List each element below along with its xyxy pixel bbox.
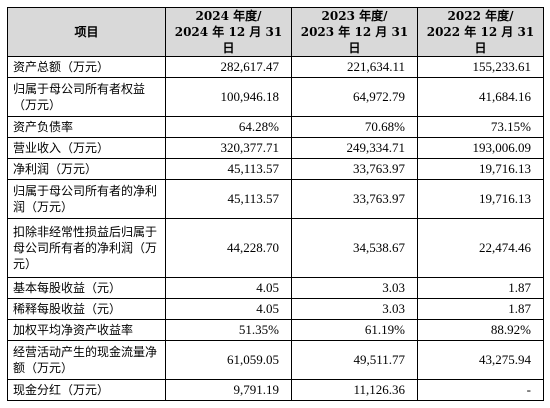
value-2022: 1.87 xyxy=(417,277,544,299)
value-2022: 19,716.13 xyxy=(417,179,544,219)
table-row: 资产总额（万元） 282,617.47 221,634.11 155,233.6… xyxy=(7,56,544,78)
value-2022: 19,716.13 xyxy=(417,158,544,180)
value-2023: 249,334.71 xyxy=(291,137,418,159)
row-label: 经营活动产生的现金流量净额（万元） xyxy=(7,340,166,380)
table-row: 基本每股收益（元） 4.05 3.03 1.87 xyxy=(7,277,544,299)
header-2023-line1: 2023 年度/ xyxy=(321,9,388,23)
row-label: 净利润（万元） xyxy=(7,158,166,180)
financial-data-table: 项目 2024 年度/ 2024 年 12 月 31 日 2023 年度/ 20… xyxy=(7,7,544,401)
row-label: 基本每股收益（元） xyxy=(7,277,166,299)
value-2024: 4.05 xyxy=(165,298,292,320)
row-label: 营业收入（万元） xyxy=(7,137,166,159)
row-label: 加权平均净资产收益率 xyxy=(7,319,166,341)
header-2024-line2: 2024 年 12 月 31 日 xyxy=(174,25,283,55)
value-2024: 9,791.19 xyxy=(165,379,292,401)
row-label: 资产负债率 xyxy=(7,116,166,138)
value-2023: 64,972.79 xyxy=(291,77,418,117)
table-row: 归属于母公司所有者权益（万元） 100,946.18 64,972.79 41,… xyxy=(7,77,544,117)
table-row: 加权平均净资产收益率 51.35% 61.19% 88.92% xyxy=(7,319,544,341)
value-2024: 44,228.70 xyxy=(165,218,292,278)
row-label: 资产总额（万元） xyxy=(7,56,166,78)
value-2024: 4.05 xyxy=(165,277,292,299)
value-2023: 70.68% xyxy=(291,116,418,138)
table-row: 净利润（万元） 45,113.57 33,763.97 19,716.13 xyxy=(7,158,544,180)
table-row: 营业收入（万元） 320,377.71 249,334.71 193,006.0… xyxy=(7,137,544,159)
value-2024: 282,617.47 xyxy=(165,56,292,78)
header-2022-line1: 2022 年度/ xyxy=(447,9,514,23)
table-row: 经营活动产生的现金流量净额（万元） 61,059.05 49,511.77 43… xyxy=(7,340,544,380)
value-2023: 3.03 xyxy=(291,277,418,299)
row-label: 扣除非经常性损益后归属于母公司所有者的净利润（万元） xyxy=(7,218,166,278)
row-label: 现金分红（万元） xyxy=(7,379,166,401)
value-2024: 61,059.05 xyxy=(165,340,292,380)
value-2023: 3.03 xyxy=(291,298,418,320)
header-item: 项目 xyxy=(7,7,166,57)
value-2022: - xyxy=(417,379,544,401)
value-2023: 221,634.11 xyxy=(291,56,418,78)
value-2023: 11,126.36 xyxy=(291,379,418,401)
table-row: 资产负债率 64.28% 70.68% 73.15% xyxy=(7,116,544,138)
header-2022: 2022 年度/ 2022 年 12 月 31 日 xyxy=(417,7,544,57)
value-2024: 45,113.57 xyxy=(165,179,292,219)
table-row: 归属于母公司所有者的净利润（万元） 45,113.57 33,763.97 19… xyxy=(7,179,544,219)
value-2022: 155,233.61 xyxy=(417,56,544,78)
value-2023: 34,538.67 xyxy=(291,218,418,278)
value-2022: 73.15% xyxy=(417,116,544,138)
value-2022: 88.92% xyxy=(417,319,544,341)
table-row: 稀释每股收益（元） 4.05 3.03 1.87 xyxy=(7,298,544,320)
value-2022: 43,275.94 xyxy=(417,340,544,380)
table-row: 现金分红（万元） 9,791.19 11,126.36 - xyxy=(7,379,544,401)
value-2024: 45,113.57 xyxy=(165,158,292,180)
header-2023: 2023 年度/ 2023 年 12 月 31 日 xyxy=(291,7,418,57)
header-2024-line1: 2024 年度/ xyxy=(195,9,262,23)
value-2024: 64.28% xyxy=(165,116,292,138)
row-label: 稀释每股收益（元） xyxy=(7,298,166,320)
value-2023: 33,763.97 xyxy=(291,158,418,180)
value-2022: 22,474.46 xyxy=(417,218,544,278)
value-2024: 51.35% xyxy=(165,319,292,341)
value-2024: 100,946.18 xyxy=(165,77,292,117)
header-2024: 2024 年度/ 2024 年 12 月 31 日 xyxy=(165,7,292,57)
value-2023: 49,511.77 xyxy=(291,340,418,380)
value-2022: 41,684.16 xyxy=(417,77,544,117)
value-2024: 320,377.71 xyxy=(165,137,292,159)
value-2023: 61.19% xyxy=(291,319,418,341)
value-2022: 1.87 xyxy=(417,298,544,320)
row-label: 归属于母公司所有者权益（万元） xyxy=(7,77,166,117)
table-row: 扣除非经常性损益后归属于母公司所有者的净利润（万元） 44,228.70 34,… xyxy=(7,218,544,278)
table-header-row: 项目 2024 年度/ 2024 年 12 月 31 日 2023 年度/ 20… xyxy=(7,7,544,57)
row-label: 归属于母公司所有者的净利润（万元） xyxy=(7,179,166,219)
value-2022: 193,006.09 xyxy=(417,137,544,159)
value-2023: 33,763.97 xyxy=(291,179,418,219)
header-2023-line2: 2023 年 12 月 31 日 xyxy=(300,25,409,55)
header-2022-line2: 2022 年 12 月 31 日 xyxy=(426,25,535,55)
